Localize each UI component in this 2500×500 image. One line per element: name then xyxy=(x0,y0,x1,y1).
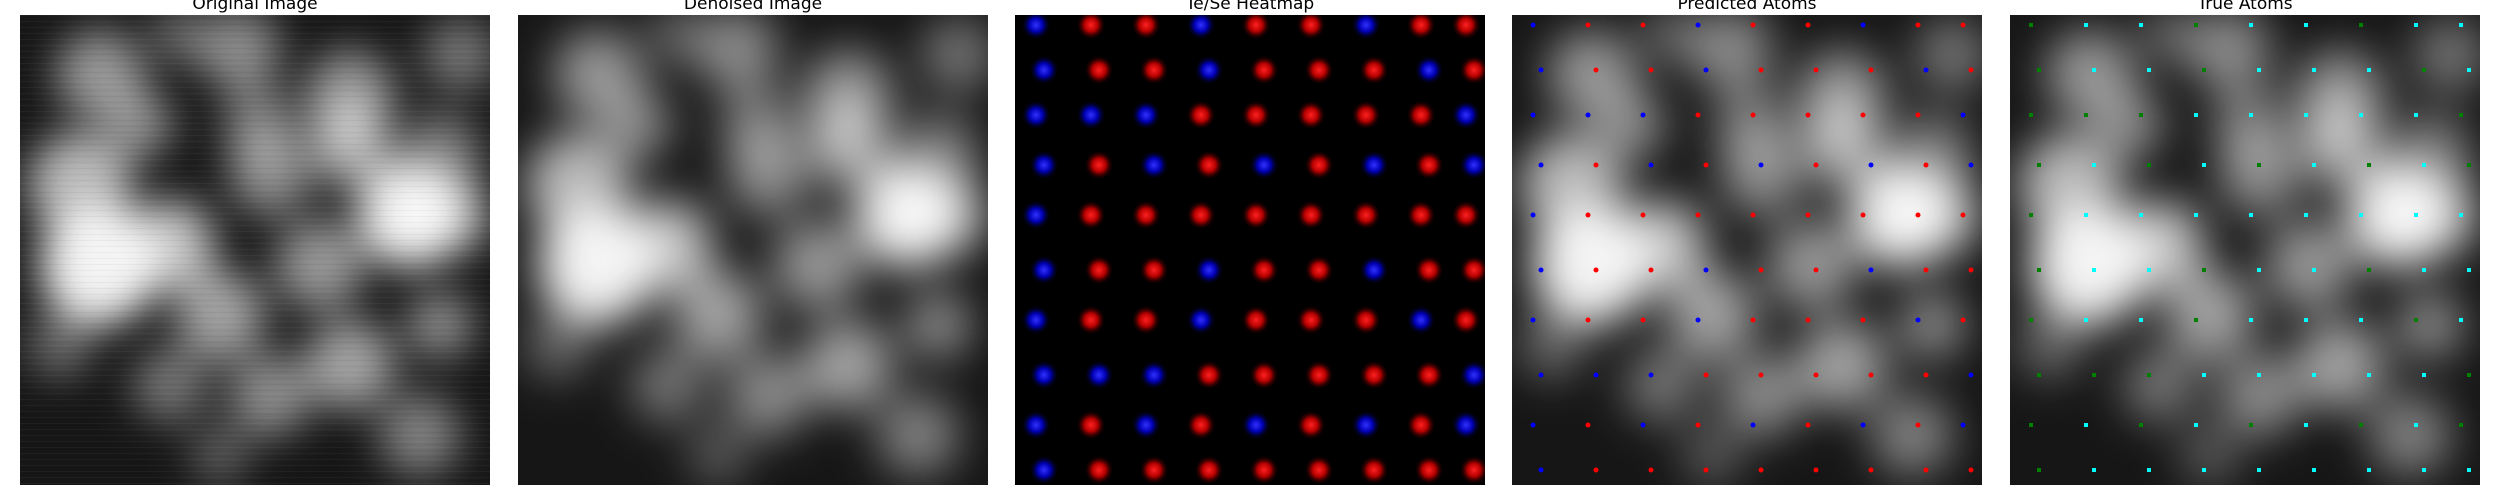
panel-denoised-image: Denoised Image xyxy=(518,0,988,500)
panel-original-image: Original Image xyxy=(20,0,490,500)
panel-title: Denoised Image xyxy=(683,0,823,14)
panel-title: True Atoms xyxy=(2197,0,2293,14)
predicted-atoms-image xyxy=(1512,15,1982,485)
denoised-image xyxy=(518,15,988,485)
panel-predicted-atoms: Predicted Atoms xyxy=(1512,0,1982,500)
panel-title: Predicted Atoms xyxy=(1677,0,1817,14)
original-image xyxy=(20,15,490,485)
true-atoms-image xyxy=(2010,15,2480,485)
panel-title: Te/Se Heatmap xyxy=(1185,0,1315,14)
panel-true-atoms: True Atoms xyxy=(2010,0,2480,500)
panel-title: Original Image xyxy=(192,0,318,14)
panel-te-se-heatmap: Te/Se Heatmap xyxy=(1015,0,1485,500)
te-se-heatmap xyxy=(1015,15,1485,485)
